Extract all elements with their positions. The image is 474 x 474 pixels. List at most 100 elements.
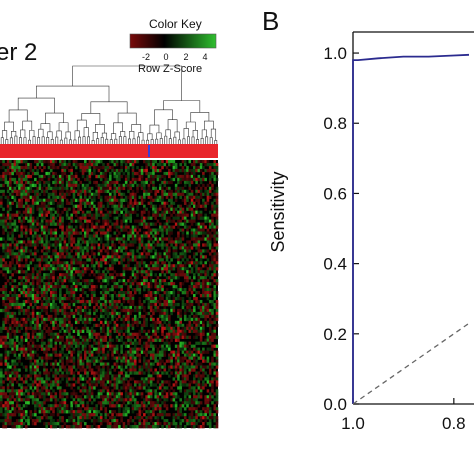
heatmap-cell <box>47 243 51 247</box>
heatmap-cell <box>61 177 64 182</box>
heatmap-cell <box>131 347 135 351</box>
heatmap-cell <box>68 288 71 292</box>
heatmap-cell <box>102 365 105 369</box>
heatmap-cell <box>70 219 73 223</box>
heatmap-cell <box>6 168 10 173</box>
heatmap-cell <box>152 168 155 173</box>
heatmap-cell <box>0 356 3 360</box>
heatmap-cell <box>129 371 133 375</box>
heatmap-cell <box>145 317 148 322</box>
heatmap-cell <box>158 195 162 200</box>
dendrogram-branch <box>68 139 72 144</box>
heatmap-cell <box>52 201 55 205</box>
heatmap-cell <box>122 213 126 217</box>
heatmap-cell <box>13 270 17 274</box>
heatmap-cell <box>97 267 101 271</box>
heatmap-cell <box>213 162 217 167</box>
heatmap-cell <box>63 279 67 283</box>
heatmap-cell <box>204 189 207 194</box>
heatmap-cell <box>174 246 178 250</box>
heatmap-cell <box>93 323 96 328</box>
heatmap-cell <box>18 177 21 182</box>
heatmap-cell <box>165 288 169 292</box>
heatmap-cell <box>40 279 44 283</box>
heatmap-cell <box>195 335 198 339</box>
heatmap-cell <box>15 243 19 247</box>
heatmap-cell <box>65 353 69 357</box>
heatmap-cell <box>90 216 94 220</box>
heatmap-cell <box>11 320 14 325</box>
heatmap-cell <box>138 371 142 375</box>
heatmap-cell <box>113 314 117 319</box>
heatmap-cell <box>206 296 210 301</box>
heatmap-cell <box>4 168 8 173</box>
heatmap-cell <box>129 389 133 393</box>
heatmap-cell <box>86 177 89 182</box>
heatmap-cell <box>213 350 217 354</box>
heatmap-cell <box>34 249 37 253</box>
heatmap-cell <box>24 338 28 342</box>
heatmap-cell <box>54 335 58 339</box>
heatmap-cell <box>29 165 33 170</box>
heatmap-cell <box>4 347 8 351</box>
heatmap-cell <box>106 386 110 390</box>
dendrogram-branch <box>22 120 33 131</box>
heatmap-cell <box>138 219 142 223</box>
heatmap-cell <box>188 299 192 304</box>
heatmap-cell <box>179 255 182 259</box>
heatmap-cell <box>115 204 119 208</box>
heatmap-cell <box>36 189 39 194</box>
dendrogram-branch <box>210 128 217 141</box>
heatmap-cell <box>193 219 196 223</box>
heatmap-cell <box>49 276 53 280</box>
heatmap-cell <box>6 311 10 316</box>
heatmap-cell <box>193 380 196 384</box>
dendrogram-branch <box>163 100 201 113</box>
heatmap-cell <box>70 249 73 253</box>
heatmap-cell <box>190 270 194 274</box>
heatmap-cell <box>31 311 35 316</box>
heatmap-cell <box>84 311 87 316</box>
heatmap-cell <box>29 174 33 179</box>
heatmap-cell <box>113 174 117 179</box>
heatmap-cell <box>197 249 201 253</box>
heatmap-cell <box>95 234 98 238</box>
heatmap-cell <box>204 186 207 191</box>
heatmap-cell <box>193 273 196 277</box>
heatmap-cell <box>65 311 69 316</box>
heatmap-cell <box>2 299 5 304</box>
heatmap-cell <box>120 338 123 342</box>
heatmap-cell <box>195 296 198 301</box>
heatmap-cell <box>188 359 192 363</box>
heatmap-cell <box>54 285 58 289</box>
heatmap-cell <box>122 192 126 197</box>
heatmap-cell <box>147 228 151 232</box>
heatmap-cell <box>31 371 35 375</box>
heatmap-cell <box>31 228 35 232</box>
heatmap-cell <box>181 222 185 226</box>
heatmap-cell <box>102 225 105 229</box>
heatmap-cell <box>211 219 214 223</box>
heatmap-cell <box>172 216 176 220</box>
heatmap-cell <box>147 389 151 393</box>
heatmap-cell <box>183 198 187 202</box>
heatmap-cell <box>34 392 37 396</box>
heatmap-cell <box>59 294 62 298</box>
heatmap-cell <box>104 174 108 179</box>
heatmap-cell <box>95 183 98 188</box>
heatmap-cell <box>6 198 10 202</box>
heatmap-cell <box>13 302 17 307</box>
heatmap-cell <box>177 291 180 295</box>
heatmap-cell <box>113 285 117 289</box>
heatmap-cell <box>84 234 87 238</box>
heatmap-cell <box>29 338 33 342</box>
heatmap-cell <box>195 383 198 387</box>
heatmap-cell <box>199 305 203 310</box>
heatmap-cell <box>145 171 148 176</box>
heatmap-cell <box>122 374 126 378</box>
heatmap-cell <box>215 237 219 241</box>
heatmap-cell <box>195 177 198 182</box>
heatmap-cell <box>197 291 201 295</box>
heatmap-cell <box>59 374 62 378</box>
heatmap-cell <box>168 186 171 191</box>
